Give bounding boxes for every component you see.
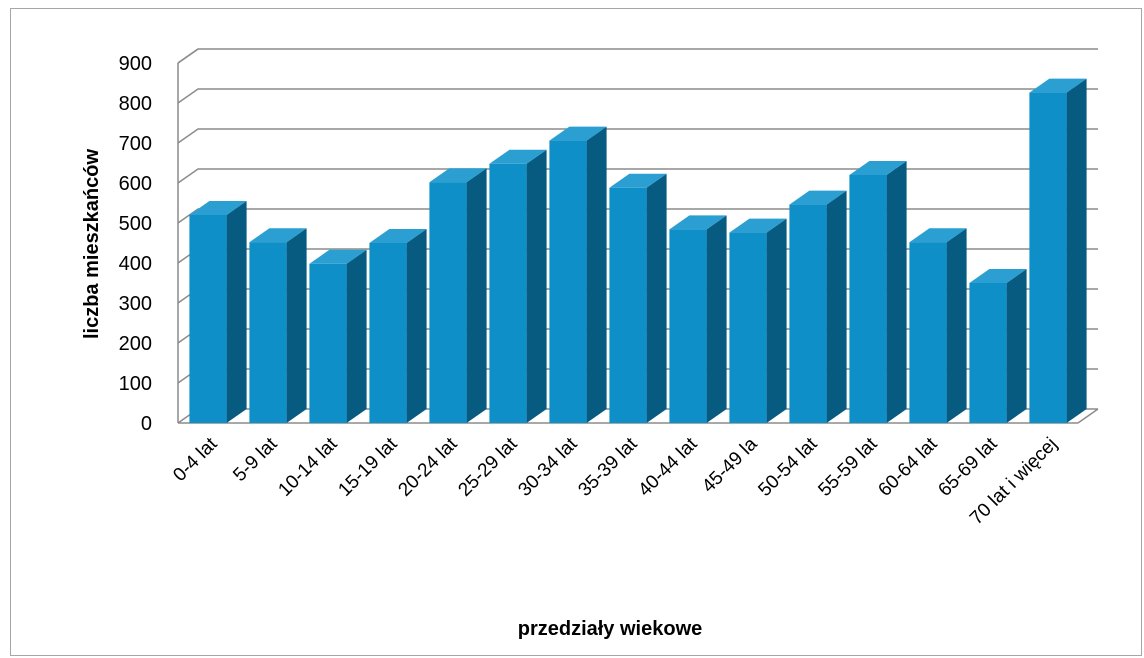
bar-front	[549, 140, 587, 423]
bar-front	[969, 283, 1007, 423]
bar-side	[946, 228, 967, 423]
gridline	[177, 48, 1098, 64]
bar-top	[1029, 78, 1087, 93]
bar-front	[609, 187, 647, 423]
bar-side	[766, 218, 787, 423]
bar-side	[346, 249, 367, 423]
x-tick-label: 55-59 lat	[814, 433, 882, 501]
bar-side	[286, 228, 307, 423]
bar-front	[309, 263, 347, 423]
x-tick-label: 50-54 lat	[754, 433, 822, 501]
x-tick-label: 5-9 lat	[229, 433, 282, 486]
bar	[609, 173, 667, 423]
bar-side	[226, 201, 247, 423]
bar-front	[249, 242, 287, 423]
bar	[789, 190, 847, 423]
bar-front	[909, 242, 947, 423]
x-tick-label: 35-39 lat	[574, 433, 642, 501]
bars	[189, 78, 1087, 424]
bar	[849, 161, 907, 423]
bar-top	[189, 201, 247, 215]
bar-front	[489, 163, 527, 424]
bar	[969, 269, 1027, 423]
x-tick-label: 20-24 lat	[394, 433, 462, 501]
y-tick-label: 200	[119, 333, 152, 355]
bar	[1029, 78, 1087, 423]
bar-top	[549, 126, 607, 141]
x-tick-label: 25-29 lat	[454, 433, 522, 501]
bar-side	[406, 229, 427, 423]
bar-side	[1006, 269, 1027, 423]
x-tick-label: 10-14 lat	[274, 433, 342, 501]
bar-top	[729, 218, 787, 233]
gridline	[177, 128, 1098, 144]
gridline	[177, 88, 1098, 104]
y-tick-label: 500	[119, 213, 152, 235]
x-tick-label: 60-64 lat	[874, 433, 942, 501]
bar-front	[1029, 92, 1067, 423]
bar-top	[309, 249, 367, 264]
bar	[669, 215, 727, 423]
bar-top	[849, 161, 907, 175]
bar-top	[669, 215, 727, 230]
bar-top	[429, 168, 487, 183]
bar-top	[969, 269, 1027, 283]
y-tick-label: 0	[141, 413, 152, 435]
bar	[369, 229, 427, 423]
bar-front	[669, 229, 707, 423]
bar-side	[1066, 78, 1087, 423]
y-axis-title: liczba mieszkańców	[81, 149, 103, 340]
bar-front	[729, 232, 767, 423]
bar-side	[826, 190, 847, 423]
bar-front	[429, 182, 467, 423]
y-tick-label: 100	[119, 373, 152, 395]
bar	[549, 126, 607, 423]
bar-side	[526, 149, 547, 424]
x-tick-label: 45-49 la	[698, 433, 762, 497]
bar-top	[489, 149, 547, 164]
y-tick-label: 900	[119, 53, 152, 75]
y-tick-label: 300	[119, 293, 152, 315]
bar-top	[789, 190, 847, 205]
bar-front	[369, 243, 407, 423]
bar-top	[909, 228, 967, 243]
x-tick-label: 40-44 lat	[634, 433, 702, 501]
y-tick-label: 800	[119, 93, 152, 115]
bar-top	[369, 229, 427, 243]
bar-front	[189, 215, 227, 423]
floor-edge	[1077, 408, 1099, 424]
bar-side	[706, 215, 727, 423]
bar	[249, 228, 307, 423]
bar-side	[886, 161, 907, 423]
bar-top	[249, 228, 307, 243]
bar-side	[646, 173, 667, 423]
x-tick-label: 0-4 lat	[169, 433, 222, 486]
x-tick-label: 15-19 lat	[334, 433, 402, 501]
gridline	[177, 168, 1098, 184]
bar	[909, 228, 967, 423]
x-tick-label: 30-34 lat	[514, 433, 582, 501]
bar	[309, 249, 367, 423]
y-tick-label: 700	[119, 133, 152, 155]
bar	[429, 168, 487, 423]
y-tick-label: 600	[119, 173, 152, 195]
y-tick-label: 400	[119, 253, 152, 275]
bar-front	[849, 175, 887, 423]
bar-side	[586, 126, 607, 423]
bar-front	[789, 204, 827, 423]
bar	[189, 201, 247, 423]
x-axis-title: przedziały wiekowe	[518, 618, 703, 640]
bar	[729, 218, 787, 423]
bar	[489, 149, 547, 424]
bar-top	[609, 173, 667, 188]
y-axis-ticks: 0 100 200 300 400 500 600 700 800 900	[119, 53, 152, 435]
bar-side	[466, 168, 487, 423]
